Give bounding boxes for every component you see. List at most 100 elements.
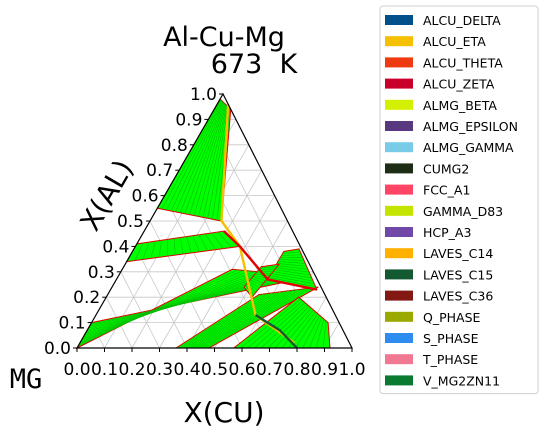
- y-tick-label: 0.7: [146, 161, 173, 181]
- tie-line: [281, 254, 302, 256]
- x-tick-label: 0.5: [201, 360, 228, 380]
- legend-label: ALCU_THETA: [423, 55, 503, 70]
- tie-line: [82, 271, 261, 340]
- phase-boundary: [223, 230, 318, 291]
- tie-line: [207, 107, 229, 219]
- legend-swatch: [385, 354, 413, 365]
- legend-swatch: [385, 57, 413, 68]
- grid-line: [135, 246, 188, 349]
- tie-line: [194, 290, 293, 349]
- y-tick-label: 0.9: [175, 110, 202, 130]
- y-tick-label: 0.2: [73, 288, 100, 308]
- tie-line: [182, 292, 272, 349]
- tie-line: [185, 292, 277, 349]
- legend-swatch: [385, 248, 413, 259]
- tie-line: [271, 273, 314, 282]
- legend-label: V_MG2ZN11: [423, 373, 500, 388]
- legend-swatch: [385, 184, 413, 195]
- tie-line: [282, 251, 301, 254]
- legend-swatch: [385, 15, 413, 25]
- y-tick-label: 1.0: [190, 85, 217, 105]
- legend-swatch: [385, 311, 413, 322]
- x-tick-label: 0.7: [256, 360, 283, 380]
- tie-line: [272, 271, 312, 279]
- legend-swatch: [385, 121, 413, 131]
- legend-swatch: [385, 205, 413, 216]
- tie-line: [184, 103, 225, 214]
- x-tick-label: 1.0: [338, 360, 365, 380]
- tie-line: [85, 273, 277, 334]
- legend: ALCU_DELTA ALCU_ETA ALCU_THETA ALCU_ZETA ALM…: [379, 5, 539, 395]
- x-tick-label: 0.0: [63, 360, 90, 380]
- legend-label: S_PHASE: [423, 331, 479, 346]
- tie-line: [166, 100, 222, 211]
- grid-line: [120, 271, 160, 349]
- tie-line: [78, 270, 244, 345]
- tie-line: [193, 104, 227, 216]
- tie-line: [251, 278, 264, 284]
- tie-line: [166, 239, 169, 257]
- legend-swatch: [385, 142, 413, 153]
- tie-line: [281, 309, 314, 349]
- tie-line: [302, 315, 320, 349]
- tie-line: [80, 270, 250, 343]
- x-tick-label: 0.6: [228, 360, 255, 380]
- tie-line: [199, 288, 302, 349]
- legend-label: Q_PHASE: [423, 310, 481, 325]
- x-tick-label: 0.3: [146, 360, 173, 380]
- tie-line: [315, 318, 325, 349]
- plot-area: 0.00.00.10.10.20.20.30.30.40.40.50.50.60…: [44, 85, 366, 380]
- tie-line: [173, 238, 176, 256]
- legend-label: ALCU_DELTA: [423, 13, 501, 28]
- tie-line: [261, 304, 308, 349]
- tie-line: [170, 101, 223, 212]
- tie-line: [252, 276, 266, 281]
- legend-swatch: [385, 375, 413, 386]
- legend-label: LAVES_C36: [423, 289, 493, 304]
- tie-line: [81, 271, 255, 342]
- tie-line: [161, 99, 222, 210]
- tie-line: [201, 288, 306, 349]
- legend-swatch: [385, 163, 413, 174]
- grid-line: [159, 170, 263, 349]
- legend-swatch: [385, 227, 413, 237]
- legend-label: ALCU_ETA: [423, 34, 486, 49]
- tie-line: [179, 102, 225, 213]
- tie-line: [142, 241, 150, 260]
- tie-line: [273, 269, 311, 276]
- tie-line: [277, 261, 306, 264]
- legend-label: FCC_A1: [423, 183, 470, 198]
- tie-line: [255, 273, 270, 277]
- tie-line: [197, 289, 298, 349]
- tie-line: [274, 307, 312, 349]
- tie-line: [192, 290, 289, 349]
- legend-label: GAMMA_D83: [423, 204, 503, 219]
- tie-line: [267, 306, 310, 349]
- tie-line: [309, 317, 323, 349]
- tie-line: [198, 105, 228, 217]
- legend-swatch: [385, 99, 413, 110]
- legend-swatch: [385, 333, 413, 343]
- tie-line: [198, 234, 208, 251]
- tie-line: [217, 231, 233, 248]
- tie-line: [322, 320, 327, 349]
- legend-frame: [379, 5, 539, 395]
- tie-line: [275, 265, 308, 270]
- y-tick-label: 0.3: [88, 263, 115, 283]
- legend-label: CUMG2: [423, 161, 469, 176]
- x-tick-label: 0.1: [91, 360, 118, 380]
- tie-line: [258, 268, 276, 270]
- two-phase-region: [243, 263, 281, 298]
- tie-line: [189, 104, 226, 215]
- x-axis-label: X(CU): [183, 396, 264, 429]
- y-tick-label: 0.8: [161, 136, 188, 156]
- x-tick-label: 0.2: [118, 360, 145, 380]
- tie-line: [158, 240, 163, 258]
- tie-line: [279, 259, 305, 261]
- tie-line: [268, 277, 316, 287]
- tie-line: [77, 269, 238, 347]
- legend-label: ALCU_ZETA: [423, 77, 495, 92]
- tie-line: [175, 101, 224, 213]
- chart-subtitle: 673 K: [211, 49, 299, 80]
- y-tick-label: 0.1: [59, 314, 86, 334]
